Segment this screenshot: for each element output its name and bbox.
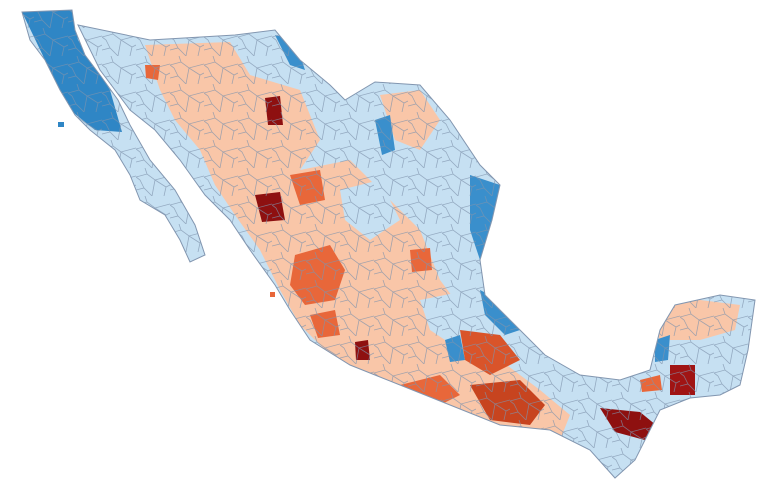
island	[270, 292, 275, 297]
island	[58, 122, 64, 127]
baja-outline	[21, 9, 206, 263]
coastline	[21, 9, 756, 479]
mainland-outline	[77, 24, 756, 479]
